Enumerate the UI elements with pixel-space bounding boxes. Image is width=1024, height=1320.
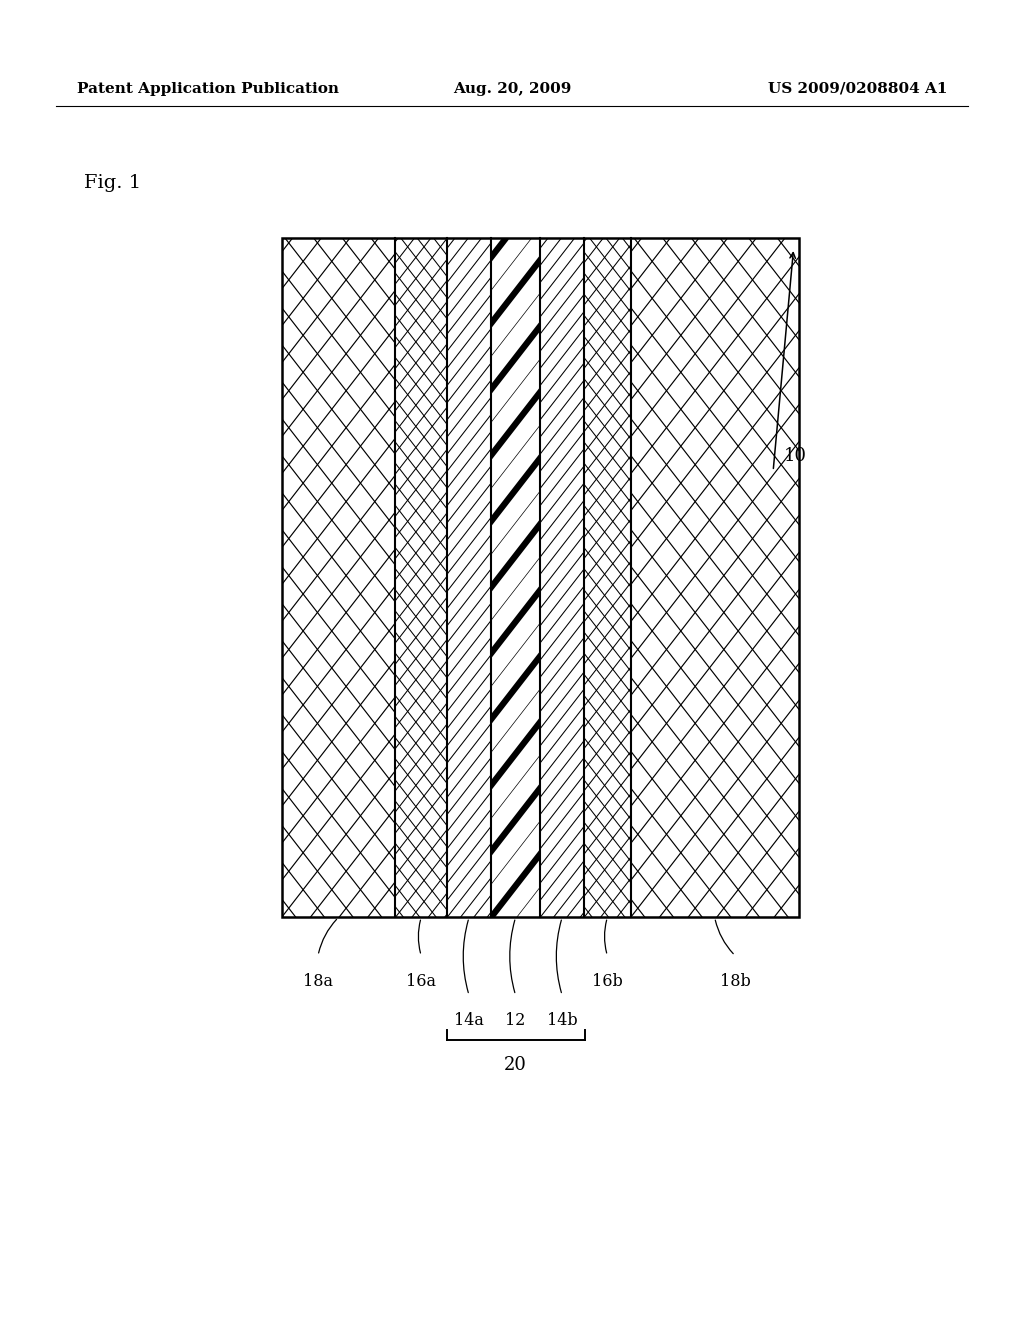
Text: 12: 12 xyxy=(506,1012,525,1030)
Text: 16b: 16b xyxy=(592,973,623,990)
Text: Fig. 1: Fig. 1 xyxy=(84,174,141,193)
Bar xyxy=(282,238,799,917)
Text: 18b: 18b xyxy=(720,973,751,990)
Text: 18a: 18a xyxy=(303,973,333,990)
Bar xyxy=(282,238,799,917)
Text: 14b: 14b xyxy=(547,1012,578,1030)
Text: 14a: 14a xyxy=(454,1012,484,1030)
Text: 20: 20 xyxy=(504,1056,527,1074)
Text: 16a: 16a xyxy=(407,973,436,990)
Text: Patent Application Publication: Patent Application Publication xyxy=(77,82,339,96)
Text: 10: 10 xyxy=(783,446,806,465)
Text: US 2009/0208804 A1: US 2009/0208804 A1 xyxy=(768,82,947,96)
Text: Aug. 20, 2009: Aug. 20, 2009 xyxy=(453,82,571,96)
